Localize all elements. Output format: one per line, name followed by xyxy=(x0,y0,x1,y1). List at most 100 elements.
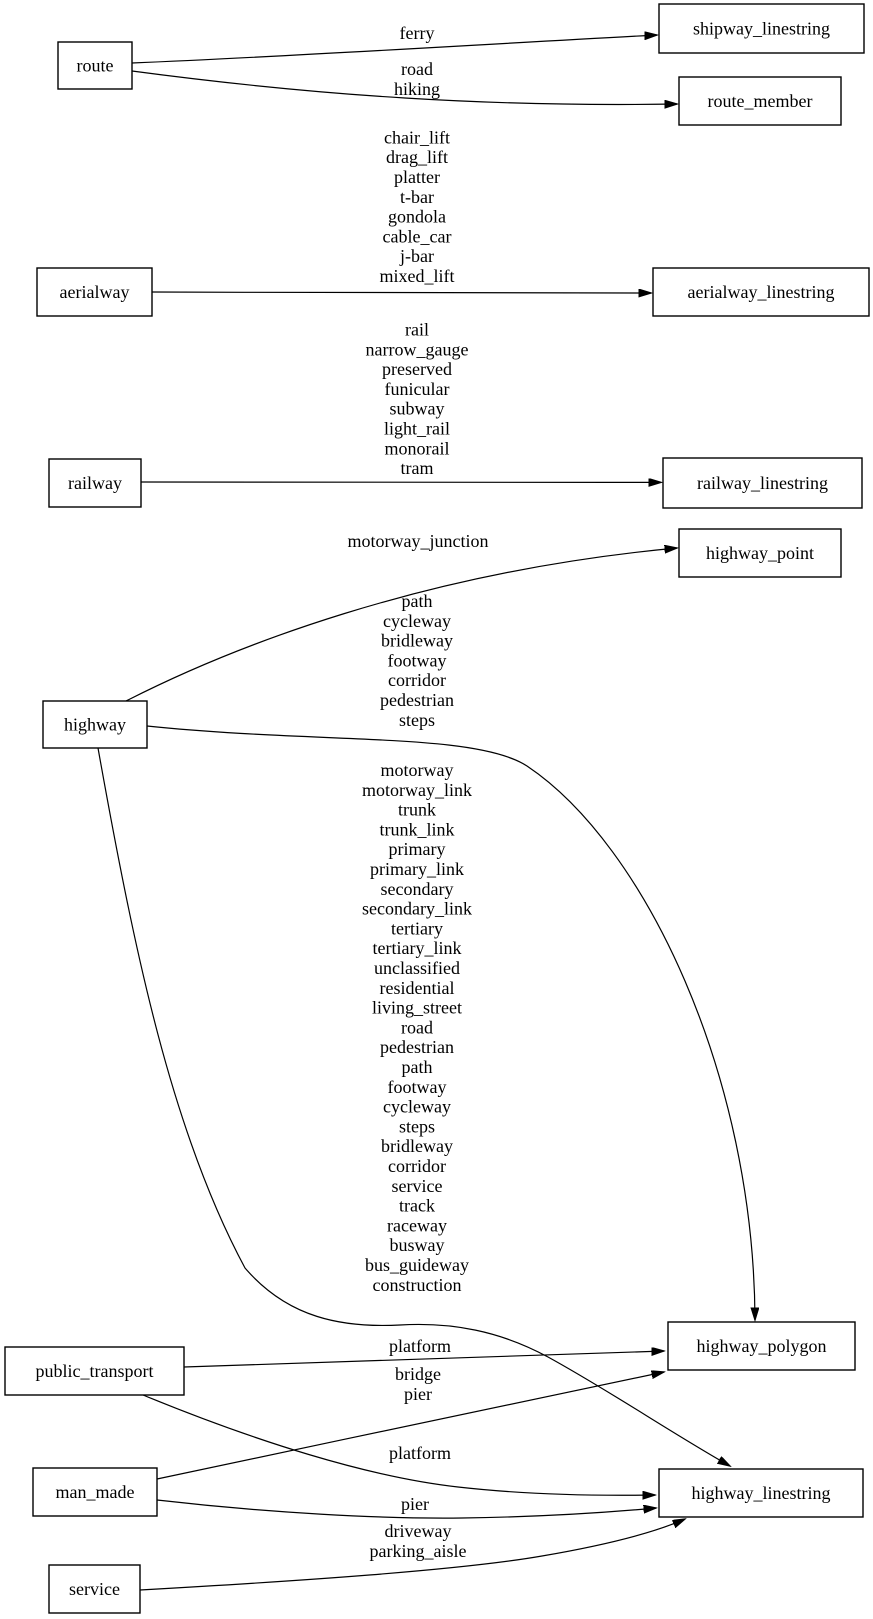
edge-route-route_member xyxy=(131,70,677,104)
node-highway_polygon: highway_polygon xyxy=(667,1321,856,1371)
node-route: route xyxy=(57,41,133,90)
node-aerialway: aerialway xyxy=(36,267,153,317)
node-label-aerialway: aerialway xyxy=(60,282,130,302)
edge-label-route-shipway_linestring: ferry xyxy=(400,23,435,43)
edge-label-route-route_member: road hiking xyxy=(394,59,440,99)
edge-label-line: primary_link xyxy=(370,859,464,879)
edge-label-line: raceway xyxy=(387,1215,447,1235)
edge-public_transport-highway_linestring xyxy=(142,1394,655,1495)
edge-label-line: cycleway xyxy=(383,1097,451,1117)
edge-label-line: bridleway xyxy=(381,1136,453,1156)
edge-label-man_made-highway_linestring: pier xyxy=(401,1494,429,1514)
edge-label-line: trunk_link xyxy=(380,819,455,839)
edge-label-line: service xyxy=(392,1176,443,1196)
edge-label-line: funicular xyxy=(385,379,450,399)
edge-label-line: gondola xyxy=(388,207,446,227)
edge-label-line: subway xyxy=(390,399,445,419)
edge-label-line: track xyxy=(399,1196,435,1216)
edge-highway-highway_polygon xyxy=(146,725,755,1320)
node-box-highway_point xyxy=(678,528,842,578)
edge-label-line: steps xyxy=(399,1116,435,1136)
node-box-railway_linestring xyxy=(662,457,863,509)
edge-label-public_transport-highway_linestring: platform xyxy=(389,1443,451,1463)
edge-label-line: corridor xyxy=(388,670,446,690)
edge-label-public_transport-highway_polygon: platform xyxy=(389,1336,451,1356)
edge-label-line: bridge xyxy=(395,1364,441,1384)
node-route_member: route_member xyxy=(678,76,842,126)
node-label-highway_point: highway_point xyxy=(706,543,814,563)
node-label-route: route xyxy=(77,56,114,76)
node-box-public_transport xyxy=(4,1346,185,1396)
edge-label-line: road xyxy=(401,59,433,79)
edge-label-highway-highway_point: motorway_junction xyxy=(348,531,489,551)
edge-label-line: living_street xyxy=(372,998,462,1018)
edge-label-line: cable_car xyxy=(383,226,452,246)
node-label-highway: highway xyxy=(64,715,126,735)
edge-highway-highway_linestring xyxy=(97,747,730,1466)
edge-label-line: cycleway xyxy=(383,611,451,631)
node-box-aerialway_linestring xyxy=(652,267,870,317)
edge-label-line: ferry xyxy=(400,23,435,43)
edge-label-line: pedestrian xyxy=(380,1037,454,1057)
node-highway: highway xyxy=(42,700,148,749)
edge-label-line: construction xyxy=(373,1275,462,1295)
node-box-man_made xyxy=(32,1467,158,1517)
node-box-railway xyxy=(48,458,142,508)
edge-label-line: platform xyxy=(389,1443,451,1463)
edge-label-line: tertiary_link xyxy=(373,938,462,958)
edge-label-line: primary xyxy=(389,839,446,859)
node-box-route_member xyxy=(678,76,842,126)
edge-label-line: tram xyxy=(401,458,434,478)
edge-label-line: trunk xyxy=(398,800,436,820)
edge-label-railway-railway_linestring: rail narrow_gauge preserved funicular subway… xyxy=(366,320,469,479)
node-highway_linestring: highway_linestring xyxy=(658,1468,864,1518)
edge-man_made-highway_polygon xyxy=(156,1372,664,1480)
edge-public_transport-highway_polygon xyxy=(183,1351,664,1368)
edge-label-line: bridleway xyxy=(381,631,453,651)
node-label-aerialway_linestring: aerialway_linestring xyxy=(688,282,835,302)
edge-label-line: rail xyxy=(405,320,429,340)
edge-man_made-highway_linestring xyxy=(156,1499,656,1519)
edge-label-line: hiking xyxy=(394,79,440,99)
node-shipway_linestring: shipway_linestring xyxy=(658,3,865,54)
node-box-shipway_linestring xyxy=(658,3,865,54)
edge-label-service-highway_linestring: driveway parking_aisle xyxy=(370,1521,467,1561)
edge-label-line: residential xyxy=(380,978,455,998)
edge-label-line: motorway xyxy=(381,760,454,780)
edge-label-line: j-bar xyxy=(399,246,434,266)
edge-label-line: platter xyxy=(394,167,440,187)
edge-label-line: bus_guideway xyxy=(365,1255,469,1275)
edge-label-line: light_rail xyxy=(384,419,450,439)
node-label-highway_linestring: highway_linestring xyxy=(692,1483,831,1503)
edge-label-line: pier xyxy=(404,1384,432,1404)
edge-label-line: secondary xyxy=(381,879,454,899)
edge-label-line: preserved xyxy=(382,359,452,379)
edge-label-line: path xyxy=(402,591,433,611)
edge-label-line: t-bar xyxy=(400,187,434,207)
edge-label-line: pier xyxy=(401,1494,429,1514)
node-label-highway_polygon: highway_polygon xyxy=(697,1336,827,1356)
nodes-layer: route shipway_linestring route_memberaeria… xyxy=(4,3,870,1614)
edge-label-line: tertiary xyxy=(391,918,443,938)
edge-label-line: secondary_link xyxy=(362,899,472,919)
edge-label-line: corridor xyxy=(388,1156,446,1176)
edge-label-line: parking_aisle xyxy=(370,1541,467,1561)
edge-label-line: footway xyxy=(388,1077,447,1097)
edge-label-line: drag_lift xyxy=(386,147,448,167)
edge-label-line: unclassified xyxy=(374,958,460,978)
node-service: service xyxy=(48,1564,141,1614)
node-box-highway xyxy=(42,700,148,749)
node-label-route_member: route_member xyxy=(708,91,813,111)
node-label-shipway_linestring: shipway_linestring xyxy=(693,19,830,39)
edge-label-highway-highway_linestring: motorway motorway_link trunk trunk_link prim… xyxy=(362,760,472,1295)
edge-label-highway-highway_polygon: path cycleway bridleway footway corridor pede… xyxy=(380,591,454,730)
node-box-route xyxy=(57,41,133,90)
node-aerialway_linestring: aerialway_linestring xyxy=(652,267,870,317)
edge-label-man_made-highway_polygon: bridge pier xyxy=(395,1364,441,1404)
edge-label-line: busway xyxy=(390,1235,445,1255)
node-box-highway_polygon xyxy=(667,1321,856,1371)
node-railway: railway xyxy=(48,458,142,508)
edge-label-line: path xyxy=(402,1057,433,1077)
